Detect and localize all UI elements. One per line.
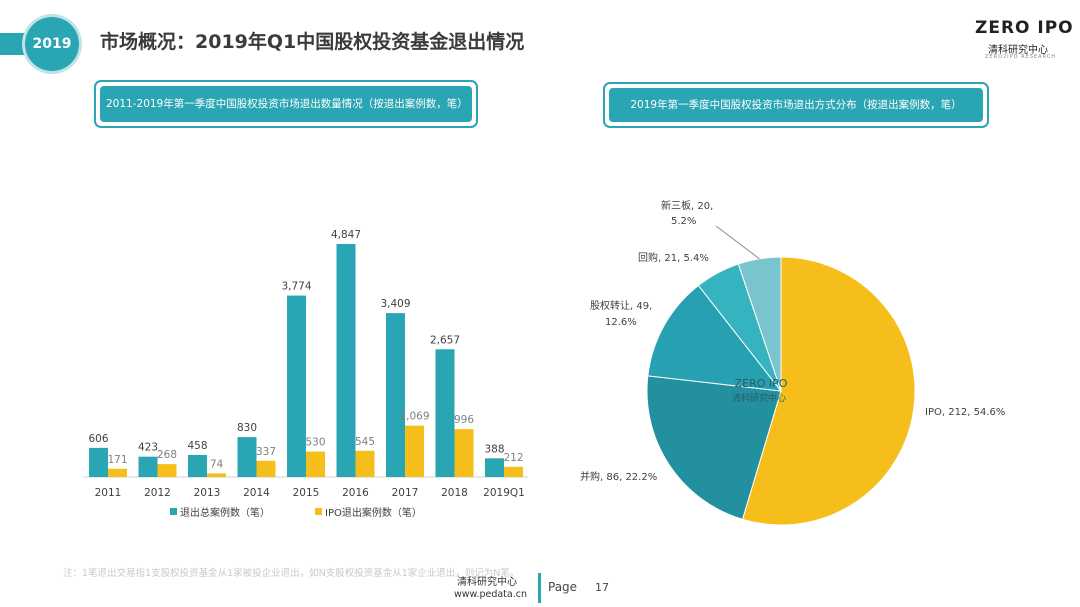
label-ipo-2019Q1: 212 [503,452,523,464]
x-tick-2013: 2013 [194,487,221,499]
pie-chart-title: 2019年第一季度中国股权投资市场退出方式分布（按退出案例数，笔） [609,88,983,122]
label-total-2016: 4,847 [331,229,361,241]
year-badge-text: 2019 [32,36,72,52]
footer-url[interactable]: www.pedata.cn [454,589,527,600]
label-ipo-2014: 337 [256,446,276,458]
bar-chart-title-box: 2011-2019年第一季度中国股权投资市场退出数量情况（按退出案例数，笔） [94,80,478,128]
bar-total-2011 [89,447,108,477]
bar-total-2012 [138,456,158,477]
label-total-2012: 423 [138,442,158,454]
bar-ipo-2016 [355,450,375,477]
bar-total-2014 [237,437,257,477]
label-total-2014: 830 [237,422,257,434]
legend-label-total: 退出总案例数（笔） [180,506,270,519]
label-ipo-2012: 268 [157,449,177,461]
bar-ipo-2012 [157,464,177,477]
bar-total-2018 [435,349,455,477]
bar-total-2017 [386,313,405,477]
pie-label-3: 回购, 21, 5.4% [638,251,709,264]
legend-swatch-total [170,508,177,515]
label-ipo-2011: 171 [107,454,127,466]
label-total-2011: 606 [88,433,108,445]
bar-total-2016 [336,244,356,477]
pie-label-4-line2: 5.2% [671,216,696,227]
label-ipo-2018: 996 [454,414,474,426]
label-ipo-2015: 530 [305,437,325,449]
pie-chart: ZERO IPO 清科研究中心 IPO, 212, 54.6% 并购, 86, 22.… [580,199,1005,526]
bar-total-2019Q1 [485,458,504,477]
label-ipo-2013: 74 [210,458,224,470]
footnote: 注：1笔退出交易指1支股权投资基金从1家被投企业退出，如N支股权投资基金从1家企… [63,568,520,579]
bar-chart-title: 2011-2019年第一季度中国股权投资市场退出数量情况（按退出案例数，笔） [100,86,472,122]
bar-ipo-2019Q1 [504,466,523,477]
footer-divider [538,573,541,603]
pie-slice-2 [647,284,783,392]
pie-slice-1 [646,375,782,520]
x-tick-2015: 2015 [293,487,320,499]
pie-label-0: IPO, 212, 54.6% [925,407,1005,418]
x-tick-2017: 2017 [392,487,419,499]
label-total-2019Q1: 388 [484,443,504,455]
bar-ipo-2015 [306,451,325,477]
pie-slice-0 [741,256,916,526]
label-total-2013: 458 [187,440,207,452]
bar-ipo-2017 [405,425,424,477]
label-total-2017: 3,409 [380,298,410,310]
brand-logo-subtitle: 清科研究中心 [988,45,1048,56]
pie-label-1: 并购, 86, 22.2% [580,470,657,483]
footer-page-label: Page [548,580,578,594]
pie-watermark-sub: 清科研究中心 [732,392,786,404]
pie-label-2-line2: 12.6% [605,317,637,328]
pie-watermark-logo: ZERO IPO [735,377,788,390]
bar-total-2015 [287,295,306,477]
label-total-2015: 3,774 [281,281,311,293]
bar-ipo-2013 [207,473,226,477]
label-total-2018: 2,657 [430,334,460,346]
brand-logo: ZERO IPO [975,18,1074,38]
year-badge [25,17,79,71]
x-tick-2016: 2016 [342,487,369,499]
bar-ipo-2011 [108,468,127,477]
brand-logo-tagline: ZERO2IPO RESEARCH [985,54,1057,60]
x-tick-2019Q1: 2019Q1 [483,487,525,499]
pie-leader-line [715,225,760,260]
label-ipo-2017: 1,069 [399,411,429,423]
x-tick-2012: 2012 [144,487,171,499]
label-ipo-2016: 545 [355,436,375,448]
bar-ipo-2018 [454,429,474,477]
page-title: 市场概况：2019年Q1中国股权投资基金退出情况 [100,31,525,53]
bar-ipo-2014 [256,460,276,477]
x-tick-2011: 2011 [95,487,122,499]
legend-label-ipo: IPO退出案例数（笔） [325,506,422,519]
footer-org: 清科研究中心 [457,577,517,588]
x-tick-2018: 2018 [441,487,468,499]
pie-label-4-line1: 新三板, 20, [661,199,713,212]
header-accent-band [0,33,28,55]
x-tick-2014: 2014 [243,487,270,499]
footer-page-number: 17 [595,581,609,594]
pie-slice-4 [737,256,782,392]
bar-total-2013 [188,454,207,477]
legend-swatch-ipo [315,508,322,515]
pie-label-2-line1: 股权转让, 49, [590,299,652,312]
pie-chart-title-box: 2019年第一季度中国股权投资市场退出方式分布（按退出案例数，笔） [603,82,989,128]
